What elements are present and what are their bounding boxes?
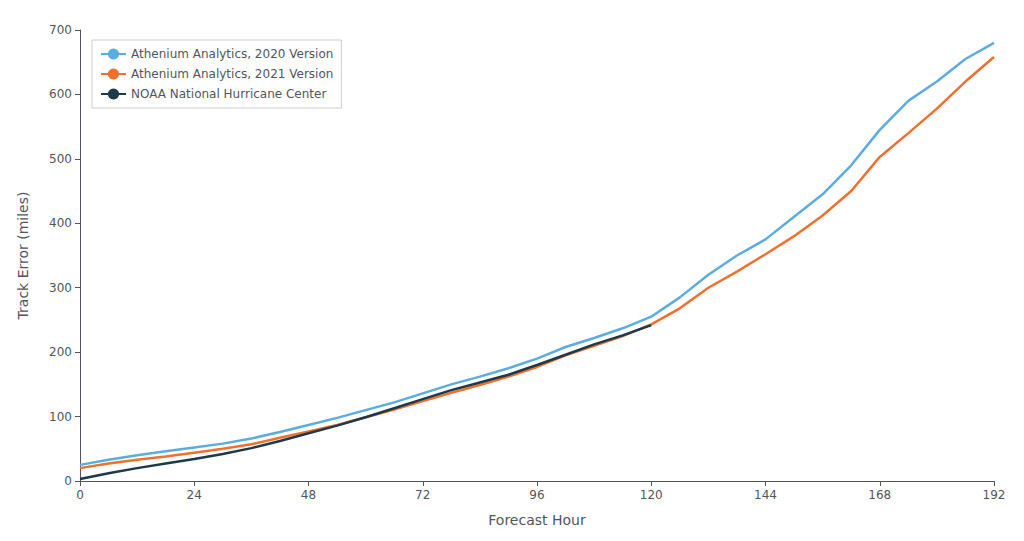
svg-text:96: 96 xyxy=(529,488,544,502)
svg-text:168: 168 xyxy=(868,488,891,502)
svg-text:0: 0 xyxy=(64,474,72,488)
svg-text:700: 700 xyxy=(49,23,72,37)
svg-text:NOAA National Hurricane Center: NOAA National Hurricane Center xyxy=(131,87,326,101)
svg-text:0: 0 xyxy=(76,488,84,502)
svg-text:Athenium Analytics, 2021 Versi: Athenium Analytics, 2021 Version xyxy=(131,67,333,81)
svg-text:300: 300 xyxy=(49,281,72,295)
svg-text:600: 600 xyxy=(49,87,72,101)
svg-text:200: 200 xyxy=(49,345,72,359)
svg-text:400: 400 xyxy=(49,216,72,230)
svg-text:100: 100 xyxy=(49,410,72,424)
svg-text:24: 24 xyxy=(187,488,202,502)
svg-text:500: 500 xyxy=(49,152,72,166)
svg-text:Athenium Analytics, 2020 Versi: Athenium Analytics, 2020 Version xyxy=(131,47,333,61)
svg-text:Forecast Hour: Forecast Hour xyxy=(488,512,586,528)
svg-text:72: 72 xyxy=(415,488,430,502)
svg-text:120: 120 xyxy=(640,488,663,502)
svg-text:144: 144 xyxy=(754,488,777,502)
svg-text:192: 192 xyxy=(983,488,1006,502)
svg-text:Track Error (miles): Track Error (miles) xyxy=(15,192,31,321)
svg-text:48: 48 xyxy=(301,488,316,502)
